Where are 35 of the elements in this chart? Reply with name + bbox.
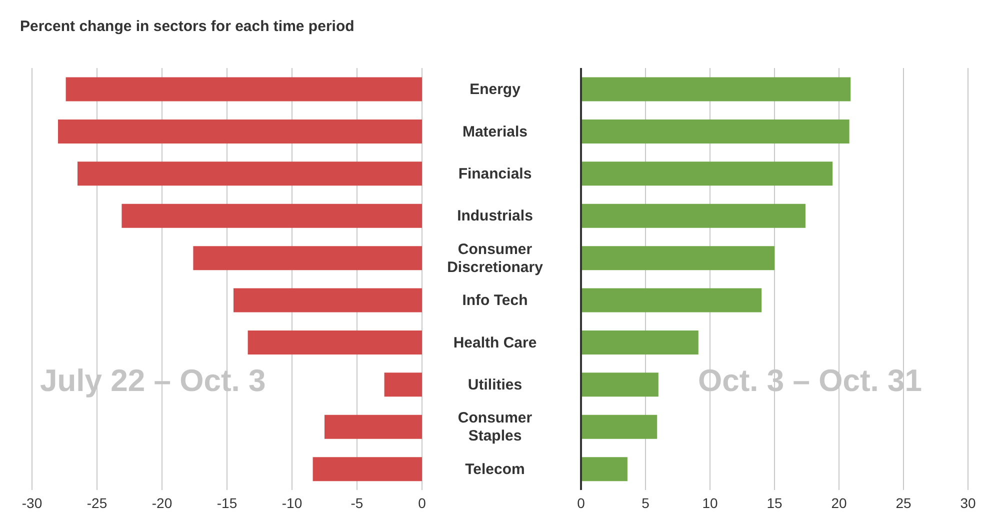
bar xyxy=(581,372,658,397)
x-tick-label: -30 xyxy=(22,494,42,511)
bar xyxy=(581,246,774,270)
x-tick-label: 20 xyxy=(831,494,847,511)
y-tick-label: Financials xyxy=(458,166,532,182)
bar xyxy=(581,457,628,482)
bar xyxy=(581,119,850,144)
y-tick-label: Utilities xyxy=(468,376,522,394)
x-tick-label: 5 xyxy=(642,494,650,511)
x-tick-label: 25 xyxy=(896,494,912,511)
y-tick-label: Energy xyxy=(470,81,522,98)
x-tick-label: -10 xyxy=(282,494,302,511)
bar xyxy=(581,162,833,186)
bar xyxy=(581,414,658,439)
bar xyxy=(581,330,698,354)
bar xyxy=(581,288,762,312)
y-tick-label: Consumer Staples xyxy=(458,410,532,445)
y-tick-label: Telecom xyxy=(465,460,525,478)
y-tick-label: Materials xyxy=(462,123,528,140)
x-tick-label: -5 xyxy=(350,494,364,511)
y-tick-label: Health Care xyxy=(453,334,537,352)
y-tick-label: Info Tech xyxy=(462,292,528,310)
x-tick-label: 0 xyxy=(577,494,586,511)
bar xyxy=(581,77,851,102)
y-tick-label: Industrials xyxy=(457,208,533,225)
x-tick-label: -25 xyxy=(86,494,108,511)
x-tick-label: -20 xyxy=(152,494,172,511)
x-tick-label: 30 xyxy=(960,494,976,511)
y-tick-label: Consumer Discretionary xyxy=(447,240,544,276)
x-tick-label: 0 xyxy=(418,494,426,511)
x-tick-label: -15 xyxy=(216,494,238,511)
chart-title: Percent change in sectors for each time period xyxy=(20,18,354,35)
bar xyxy=(581,204,806,228)
x-tick-label: 10 xyxy=(702,494,718,511)
x-tick-label: 15 xyxy=(766,494,782,511)
